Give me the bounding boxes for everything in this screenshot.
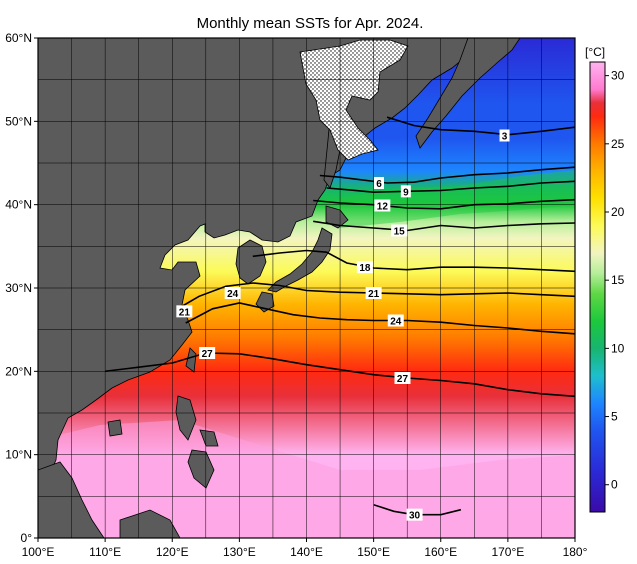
isotherm-label: 21 (368, 289, 380, 300)
isotherm-label-box (400, 185, 411, 198)
isotherm-label-box (365, 287, 382, 299)
isotherm-21 (178, 282, 575, 309)
asia-continent (38, 38, 491, 479)
colorbar-tick-label: 25 (611, 137, 625, 151)
isotherm-label: 18 (359, 263, 371, 274)
longitude-tick-label: 140°E (290, 545, 323, 559)
isotherm-labels: 3 6 9 12 15 18 21 21 24 24 27 27 30 (176, 129, 510, 522)
latitude-tick-label: 30°N (5, 281, 32, 295)
colorbar: [°C] 0 5 10 15 20 25 30 (585, 45, 625, 513)
colorbar-tick-label: 15 (611, 273, 625, 287)
isotherm-label: 27 (397, 374, 409, 385)
philippines-visayas (199, 429, 219, 447)
longitude-tick-label: 110°E (89, 545, 121, 559)
colorbar-tick-label: 20 (611, 205, 625, 219)
latitude-tick-label: 10°N (5, 448, 32, 462)
isotherm-label-box (394, 372, 411, 384)
colorbar-scale (589, 61, 606, 513)
longitude-tick-label: 130°E (223, 545, 256, 559)
longitude-tick-label: 100°E (22, 545, 55, 559)
longitude-tick-label: 120°E (156, 545, 189, 559)
isotherm-label-box (224, 287, 241, 299)
korean-peninsula (235, 239, 267, 285)
isotherm-15 (313, 220, 575, 232)
indochina-peninsula (38, 461, 105, 538)
sea-ice-okhotsk (299, 39, 409, 161)
taiwan-island (185, 347, 197, 373)
philippines-luzon (175, 395, 197, 441)
isotherm-label-box (406, 508, 423, 521)
isotherm-label-box (199, 347, 216, 359)
map-title: Monthly mean SSTs for Apr. 2024. (197, 15, 424, 32)
colorbar-tick-label: 0 (611, 478, 618, 492)
latitude-tick-label: 40°N (5, 198, 32, 212)
map-area: 3 6 9 12 15 18 21 21 24 24 27 27 30 (38, 38, 575, 538)
colorbar-unit-label: [°C] (585, 45, 605, 59)
isotherm-label: 21 (179, 307, 191, 318)
latitude-tick-label: 60°N (5, 31, 32, 45)
latitude-tick-label: 50°N (5, 114, 32, 128)
isotherm-3 (386, 116, 575, 136)
colorbar-tick-label: 10 (611, 341, 625, 355)
subarctic-front-overlay (340, 170, 575, 228)
isotherm-label: 6 (376, 179, 382, 190)
longitude-tick-label: 170°E (491, 545, 524, 559)
colorbar-tick-label: 30 (611, 69, 625, 83)
isotherm-label: 9 (403, 187, 409, 198)
isotherm-label: 27 (202, 349, 214, 360)
isotherm-9 (326, 180, 575, 194)
isotherm-label: 24 (227, 289, 239, 300)
isotherm-label: 24 (390, 317, 402, 328)
isotherm-label-box (499, 129, 510, 142)
isotherm-label: 30 (409, 511, 421, 522)
isotherm-24 (185, 302, 575, 335)
isotherm-label: 15 (394, 227, 406, 238)
isotherm-label-box (356, 261, 373, 274)
latitude-tick-label: 20°N (5, 364, 32, 378)
latitude-tick-label: 0° (21, 531, 33, 545)
isotherm-12 (313, 198, 575, 210)
isotherm-6 (319, 166, 575, 184)
borneo-island (119, 509, 181, 538)
isotherm-label-box (387, 314, 404, 327)
longitude-axis: 100°E 110°E 120°E 130°E 140°E 150°E 160°E 170°E… (22, 538, 588, 559)
japan-honshu (267, 227, 333, 293)
isotherm-label: 12 (377, 202, 389, 213)
hainan-island (107, 419, 123, 437)
isotherm-label-box (391, 224, 408, 237)
latitude-axis: 0° 10°N 20°N 30°N 40°N 50°N 60°N (5, 31, 38, 545)
longitude-tick-label: 180° (563, 545, 588, 559)
isotherm-27 (105, 352, 575, 398)
longitude-tick-label: 150°E (357, 545, 390, 559)
isotherm-label-box (176, 305, 193, 318)
colorbar-ticks: 0 5 10 15 20 25 30 (605, 69, 625, 492)
isotherm-18 (252, 249, 575, 273)
longitude-tick-label: 160°E (424, 545, 457, 559)
isotherm-label-box (374, 199, 391, 212)
isotherm-label: 3 (502, 132, 508, 143)
land-masses (38, 38, 521, 538)
isotherm-label-box (373, 177, 384, 189)
isotherm-lines (105, 116, 575, 516)
japan-hokkaido (325, 205, 349, 229)
colorbar-tick-label: 5 (611, 410, 618, 424)
kamchatka-peninsula (415, 38, 521, 149)
